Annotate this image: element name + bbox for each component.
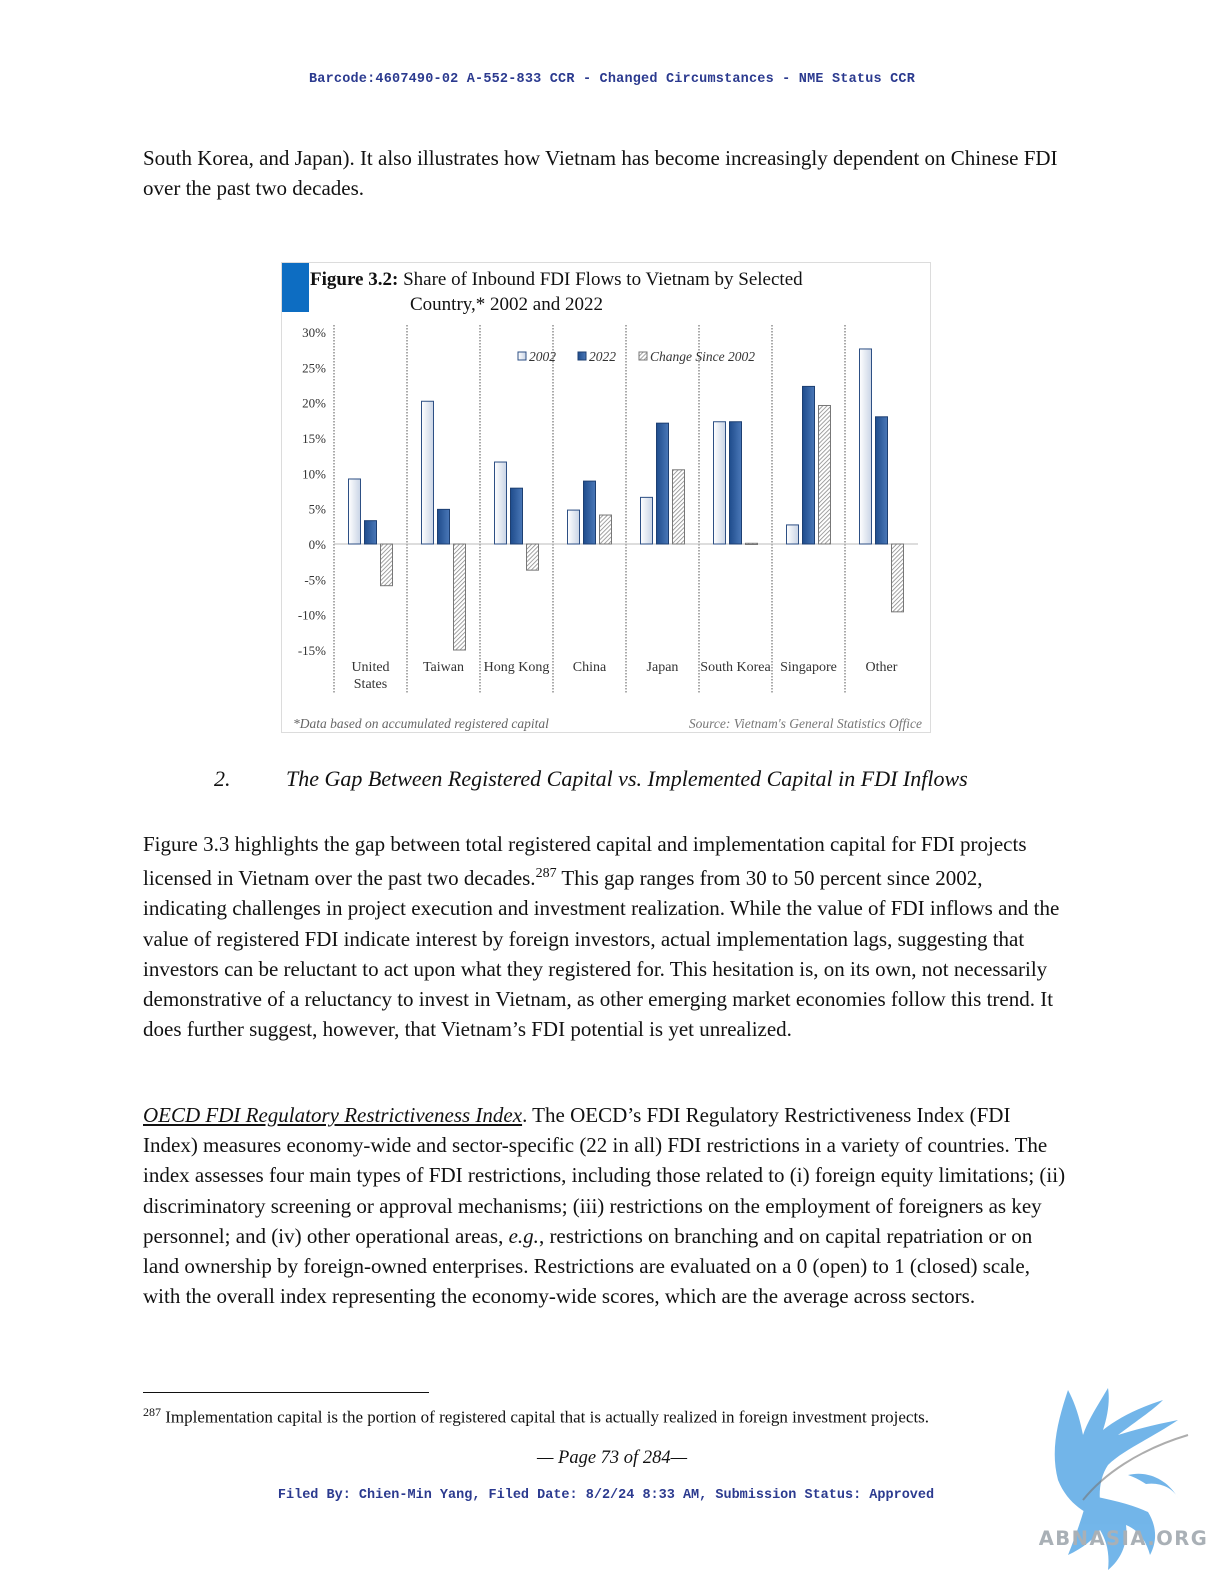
oecd-lead-heading: OECD FDI Regulatory Restrictiveness Inde… <box>143 1103 523 1127</box>
bar-change-south-korea <box>745 542 758 545</box>
bar-change-singapore <box>818 404 831 545</box>
x-category-label: China <box>573 660 607 675</box>
bar-change-japan <box>672 469 685 545</box>
footnote-ref-287[interactable]: 287 <box>535 866 557 882</box>
bar-2022-united-states <box>364 520 377 545</box>
bar-change-hong-kong <box>526 543 539 571</box>
section-heading: 2. The Gap Between Registered Capital vs.… <box>214 766 1094 792</box>
legend-swatch-2002 <box>517 351 527 361</box>
footnote-287: 287 Implementation capital is the portio… <box>143 1405 1103 1428</box>
bar-2002-japan <box>640 496 653 545</box>
y-tick-label: 5% <box>309 502 327 517</box>
bar-2022-china <box>583 480 596 545</box>
x-category-label: Singapore <box>780 660 837 675</box>
gap-text-1: Figure 3.3 highlights the gap between to… <box>143 832 1027 891</box>
figure-title-line1: Share of Inbound FDI Flows to Vietnam by… <box>403 269 803 290</box>
y-tick-label: 25% <box>302 360 326 375</box>
x-category-label: South Korea <box>700 660 771 675</box>
legend-swatch-2022 <box>577 351 587 361</box>
intro-paragraph: South Korea, and Japan). It also illustr… <box>143 146 1058 201</box>
bar-2022-south-korea <box>729 421 742 545</box>
bar-chart: 30% 25% 20% 15% 10% 5% 0% -5% -10% -15% United Stat… <box>298 325 918 693</box>
oecd-text-2: , restrictions on branching and on capit… <box>143 1223 1033 1309</box>
x-category-label: Japan <box>647 660 679 675</box>
bar-2002-hong-kong <box>494 461 507 545</box>
y-tick-label: -15% <box>298 643 326 658</box>
figure-3-2: Figure 3.2: Share of Inbound FDI Flows t… <box>281 262 931 733</box>
legend-label-change: Change Since 2002 <box>650 349 755 364</box>
x-category-label: Other <box>866 660 898 675</box>
gap-paragraph: Figure 3.3 highlights the gap between to… <box>143 829 1068 1044</box>
page-footer: Filed By: Chien-Min Yang, Filed Date: 8/… <box>277 1488 935 1503</box>
gap-text-2: This gap ranges from 30 to 50 percent si… <box>143 866 1060 1042</box>
bar-2022-singapore <box>802 385 815 545</box>
x-category-label: Hong Kong <box>484 660 550 675</box>
y-tick-label: -5% <box>304 572 326 587</box>
oecd-lead-punct: . <box>522 1103 528 1127</box>
figure-title-line2: Country,* 2002 and 2022 <box>410 294 603 315</box>
y-tick-label: 30% <box>302 325 326 340</box>
figure-accent-bar <box>282 263 309 312</box>
oecd-text-1: The OECD’s FDI Regulatory Restrictivenes… <box>143 1103 1066 1248</box>
oecd-eg: e.g. <box>508 1223 539 1248</box>
bar-2002-taiwan <box>421 400 434 545</box>
watermark-text: ABNASIA.ORG <box>1038 1527 1209 1550</box>
bar-2022-taiwan <box>437 508 450 545</box>
bar-2022-hong-kong <box>510 487 523 545</box>
oecd-paragraph: OECD FDI Regulatory Restrictiveness Inde… <box>143 1100 1068 1311</box>
bar-change-taiwan <box>453 543 466 651</box>
x-category-label: States <box>354 677 387 692</box>
section-number: 2. <box>214 766 231 791</box>
y-tick-label: 20% <box>302 396 326 411</box>
figure-source: Source: Vietnam's General Statistics Off… <box>688 716 922 731</box>
x-category-label: Taiwan <box>423 660 464 675</box>
bar-2002-united-states <box>348 478 361 545</box>
figure-title: Figure 3.2: Share of Inbound FDI Flows t… <box>310 267 910 317</box>
bar-change-other <box>891 543 904 613</box>
figure-note: *Data based on accumulated registered ca… <box>293 716 549 731</box>
figure-label: Figure 3.2: <box>310 269 399 290</box>
bar-2002-china <box>567 509 580 545</box>
footnote-divider <box>143 1392 429 1393</box>
footnote-text: Implementation capital is the portion of… <box>161 1407 930 1427</box>
griffin-logo-icon <box>1054 1388 1189 1570</box>
bar-2002-singapore <box>786 524 799 545</box>
bar-2002-south-korea <box>713 421 726 545</box>
page-header: Barcode:4607490-02 A-552-833 CCR - Chang… <box>309 72 915 87</box>
legend-swatch-change <box>638 351 648 361</box>
legend-label-2002: 2002 <box>529 349 556 364</box>
bar-2022-japan <box>656 422 669 545</box>
bar-2022-other <box>875 416 888 545</box>
legend-label-2022: 2022 <box>589 349 616 364</box>
bar-change-china <box>599 514 612 545</box>
y-tick-label: 15% <box>302 431 326 446</box>
y-tick-label: -10% <box>298 608 326 623</box>
x-category-label: United <box>351 660 389 675</box>
footnote-number: 287 <box>143 1405 161 1419</box>
bar-2002-other <box>859 348 872 545</box>
y-tick-label: 0% <box>309 537 327 552</box>
section-title: The Gap Between Registered Capital vs. I… <box>286 766 968 791</box>
y-tick-label: 10% <box>302 466 326 481</box>
bar-change-united-states <box>380 543 393 587</box>
page-number: — Page 73 of 284— <box>536 1448 688 1468</box>
